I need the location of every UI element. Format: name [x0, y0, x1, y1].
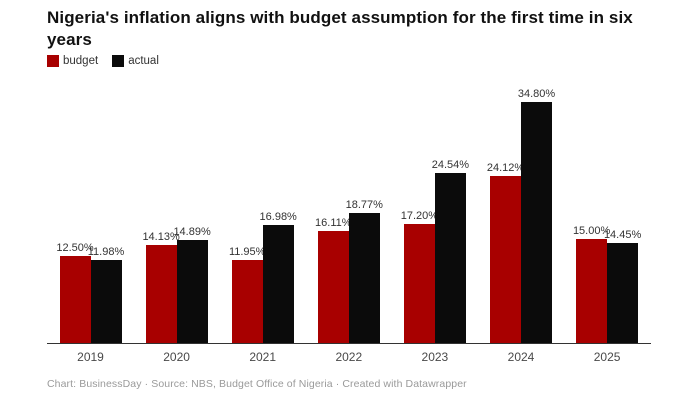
bar-budget-2020[interactable] [145, 245, 177, 343]
bar-actual-2023[interactable] [434, 173, 466, 343]
bar-actual-2020[interactable] [176, 239, 208, 343]
x-axis-label-2019: 2019 [77, 350, 104, 364]
legend: budget actual [47, 55, 159, 67]
value-label-budget-2019: 12.50% [56, 242, 94, 255]
value-label-budget-2023: 17.20% [400, 209, 439, 222]
legend-item-budget: budget [47, 55, 98, 67]
legend-label-actual: actual [128, 55, 159, 67]
x-axis-label-2023: 2023 [421, 350, 449, 364]
legend-label-budget: budget [63, 55, 99, 67]
value-label-actual-2024: 34.80% [517, 88, 556, 100]
bar-chart-plot-area: 12.50% 11.98% 2019 14.13% 14.89% 2020 11.95% 16… [47, 85, 651, 364]
budget-swatch-icon [47, 55, 59, 67]
bar-actual-2019[interactable] [90, 260, 122, 343]
chart-title: Nigeria's inflation aligns with budget a… [47, 8, 633, 49]
legend-item-actual: actual [112, 55, 159, 67]
value-label-actual-2023: 24.54% [431, 159, 470, 172]
value-label-budget-2021: 11.95% [228, 246, 266, 259]
chart-footer: Chart: BusinessDay · Source: NBS, Budget… [47, 378, 467, 390]
value-label-actual-2022: 18.77% [345, 199, 383, 211]
bar-budget-2023[interactable] [403, 223, 435, 343]
x-axis-label-2020: 2020 [163, 350, 190, 364]
bar-actual-2021[interactable] [262, 225, 294, 343]
bar-budget-2024[interactable] [490, 175, 521, 343]
value-label-budget-2025: 15.00% [572, 225, 611, 238]
bar-budget-2019[interactable] [59, 256, 91, 343]
value-label-budget-2020: 14.13% [142, 231, 180, 244]
value-label-actual-2021: 16.98% [259, 211, 297, 224]
x-axis-label-2022: 2022 [335, 350, 363, 364]
value-label-actual-2019: 11.98% [87, 246, 125, 259]
value-label-budget-2024: 24.12% [486, 161, 525, 174]
bar-budget-2022[interactable] [317, 231, 349, 343]
bar-budget-2025[interactable] [576, 239, 608, 343]
value-label-actual-2020: 14.89% [173, 225, 211, 238]
bar-actual-2022[interactable] [348, 213, 380, 343]
bar-actual-2024[interactable] [521, 102, 552, 343]
x-axis-line [47, 343, 651, 344]
x-axis-label-2024: 2024 [507, 350, 535, 364]
x-axis-label-2025: 2025 [593, 350, 621, 364]
bar-budget-2021[interactable] [231, 260, 263, 343]
actual-swatch-icon [112, 55, 125, 67]
value-label-actual-2025: 14.45% [603, 228, 642, 241]
x-axis-label-2021: 2021 [249, 350, 277, 364]
bar-actual-2025[interactable] [607, 242, 639, 343]
value-label-budget-2022: 16.11% [315, 217, 352, 230]
